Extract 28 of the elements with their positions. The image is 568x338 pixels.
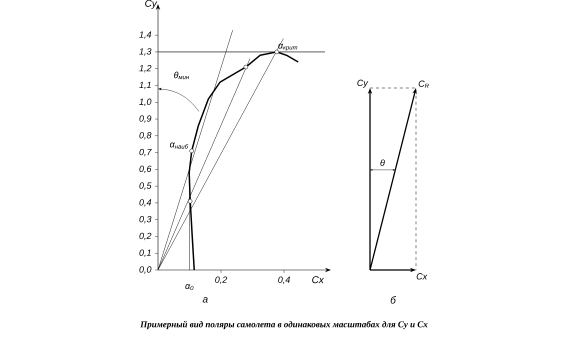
y-tick-label: 1,1 [139, 82, 151, 90]
y-tick-label: 0,9 [139, 115, 152, 123]
y-tick-label: 1,4 [139, 32, 152, 39]
text: C$_{R}$ [418, 80, 429, 88]
text: θ [380, 159, 385, 166]
text: б [390, 296, 396, 304]
y-tick-label: 0,7 [139, 148, 152, 156]
y-tick-label: 1,0 [139, 98, 152, 106]
x-axis-title: Cx [312, 276, 324, 284]
y-tick-label: 0,2 [139, 232, 152, 240]
y-tick-label: 0,0 [139, 266, 152, 274]
y-tick-label: 0,3 [139, 216, 152, 224]
y-tick-label: 1,3 [139, 48, 152, 56]
y-tick-label: 0,5 [139, 182, 152, 190]
annotation: α$_{наиб}$ [170, 142, 188, 149]
annotation: θ$_{мин}$ [174, 72, 190, 80]
annotation: α$_{0}$ [185, 284, 194, 290]
y-tick-label: 0,6 [139, 166, 152, 174]
y-tick-label: 0,1 [139, 250, 151, 257]
text: Примерный вид поляры самолета в одинаковых масштабах для Cy и Cx [140, 320, 428, 330]
text: а [202, 297, 208, 303]
y-tick-label: 1,2 [139, 65, 152, 72]
annotation: α$_{крит}$ [278, 44, 298, 51]
y-tick-label: 0,4 [139, 199, 152, 207]
y-axis-title: Cy [145, 0, 158, 9]
text: Cx [416, 273, 428, 280]
y-tick-label: 0,8 [139, 132, 152, 140]
text: Cy [357, 80, 368, 88]
